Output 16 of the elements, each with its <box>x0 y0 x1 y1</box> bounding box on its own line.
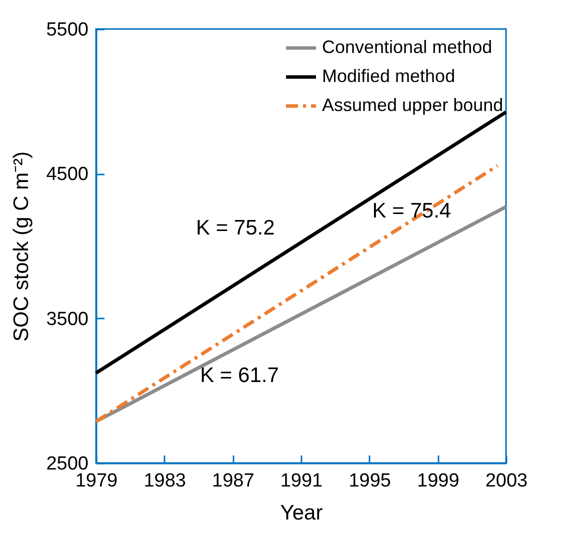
y-tick-label: 5500 <box>46 20 88 40</box>
annotation: K = 75.2 <box>196 216 275 240</box>
y-axis-title: SOC stock (g C m⁻²) <box>10 151 34 342</box>
y-tick-label: 3500 <box>46 308 88 330</box>
x-tick-label: 1995 <box>348 470 391 492</box>
x-tick-label: 1987 <box>212 470 254 492</box>
legend-label: Conventional method <box>322 37 492 57</box>
x-tick-label: 2003 <box>485 470 528 492</box>
x-tick-label: 1991 <box>280 470 323 492</box>
y-tick-label: 4500 <box>46 164 88 186</box>
x-tick-label: 1983 <box>144 470 186 492</box>
x-tick-label: 1999 <box>417 470 460 492</box>
legend-label: Assumed upper bound <box>322 95 504 115</box>
legend-label: Modified method <box>322 66 456 86</box>
annotation: K = 61.7 <box>200 364 279 388</box>
x-axis-title: Year <box>280 502 323 524</box>
